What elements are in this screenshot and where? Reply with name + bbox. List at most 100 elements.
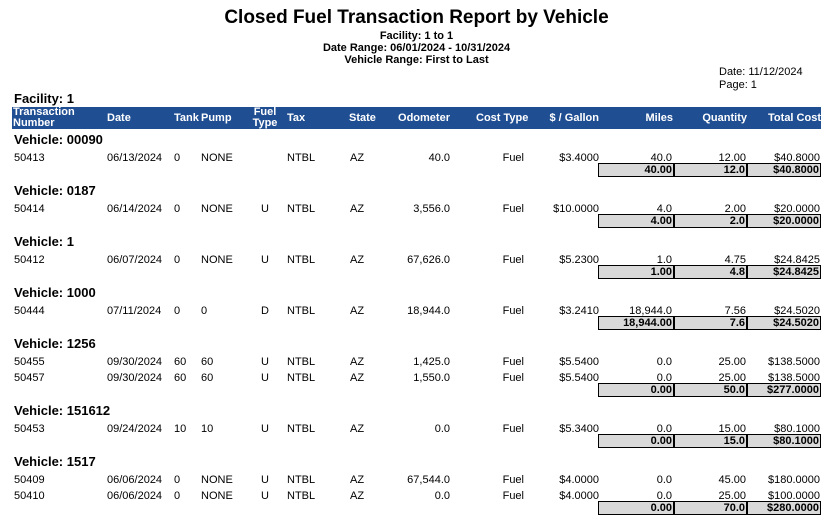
total-cost: $40.8000 (747, 163, 821, 177)
cell-pump: 60 (201, 356, 214, 368)
cell-transaction-number: 50455 (14, 356, 45, 368)
vehicle-heading: Vehicle: 1256 (14, 336, 96, 351)
cell-tank: 0 (174, 254, 181, 266)
cell-date: 07/11/2024 (107, 305, 162, 317)
cell-date: 06/07/2024 (107, 254, 163, 266)
cell-quantity: 2.00 (724, 203, 746, 215)
vehicle-heading: Vehicle: 151612 (14, 403, 111, 418)
vehicle-heading: Vehicle: 1000 (14, 285, 96, 300)
vehicle-heading: Vehicle: 1517 (14, 454, 96, 469)
cell-cost-type: Fuel (502, 305, 524, 317)
total-cost: $80.1000 (747, 434, 821, 448)
cell-transaction-number: 50457 (14, 372, 45, 384)
date-range: Date Range: 06/01/2024 - 10/31/2024 (322, 42, 511, 54)
cell-odometer: 3,556.0 (413, 203, 450, 215)
facility-range: Facility: 1 to 1 (379, 30, 454, 42)
transaction-row: 50412 06/07/2024 0 NONE U NTBL AZ 67,626… (0, 254, 829, 270)
cell-cost-type: Fuel (502, 152, 524, 164)
cell-total-cost: $80.1000 (774, 423, 820, 435)
col-odometer: Odometer (398, 112, 450, 124)
cell-miles: 0.0 (656, 372, 672, 384)
total-quantity: 15.0 (674, 434, 747, 448)
cell-fuel-type: U (261, 490, 269, 502)
vehicle-group: Vehicle: 1000 50444 07/11/2024 0 0 D NTB… (0, 285, 829, 332)
cell-transaction-number: 50414 (14, 203, 45, 215)
cell-quantity: 25.00 (718, 372, 746, 384)
report-date: Date: 11/12/2024 (719, 66, 803, 78)
cell-per-gallon: $3.4000 (559, 152, 599, 164)
report-title: Closed Fuel Transaction Report by Vehicl… (224, 7, 609, 28)
transaction-row: 50409 06/06/2024 0 NONE U NTBL AZ 67,544… (0, 474, 829, 490)
cell-quantity: 4.75 (724, 254, 746, 266)
cell-state: AZ (350, 203, 365, 215)
cell-cost-type: Fuel (502, 356, 524, 368)
cell-miles: 40.0 (650, 152, 672, 164)
cell-date: 09/30/2024 (107, 356, 163, 368)
vehicle-heading: Vehicle: 00090 (14, 132, 103, 147)
cell-tank: 0 (174, 474, 181, 486)
total-miles: 1.00 (598, 265, 674, 279)
cell-cost-type: Fuel (502, 254, 524, 266)
cell-odometer: 67,626.0 (407, 254, 450, 266)
cell-transaction-number: 50413 (14, 152, 45, 164)
cell-cost-type: Fuel (502, 372, 524, 384)
cell-transaction-number: 50410 (14, 490, 45, 502)
cell-cost-type: Fuel (502, 490, 524, 502)
transaction-row: 50444 07/11/2024 0 0 D NTBL AZ 18,944.0 … (0, 305, 829, 321)
cell-state: AZ (350, 152, 365, 164)
cell-date: 06/13/2024 (107, 152, 163, 164)
cell-state: AZ (350, 423, 365, 435)
cell-fuel-type: D (261, 305, 269, 317)
col-transaction-line2: Number (13, 117, 55, 129)
cell-state: AZ (350, 474, 365, 486)
cell-state: AZ (350, 356, 365, 368)
cell-transaction-number: 50444 (14, 305, 45, 317)
total-quantity: 12.0 (674, 163, 747, 177)
cell-pump: NONE (201, 203, 233, 215)
col-cost-type: Cost Type (476, 112, 529, 124)
cell-tank: 0 (174, 305, 181, 317)
cell-tank: 60 (174, 372, 187, 384)
vehicle-range: Vehicle Range: First to Last (344, 54, 489, 66)
cell-cost-type: Fuel (502, 423, 524, 435)
cell-per-gallon: $5.5400 (559, 372, 599, 384)
total-cost: $24.8425 (747, 265, 821, 279)
cell-total-cost: $24.8425 (774, 254, 820, 266)
cell-transaction-number: 50412 (14, 254, 45, 266)
cell-state: AZ (350, 254, 365, 266)
cell-pump: 60 (201, 372, 214, 384)
cell-total-cost: $100.0000 (768, 490, 820, 502)
col-total-cost: Total Cost (768, 112, 821, 124)
cell-fuel-type: U (261, 423, 269, 435)
cell-tax: NTBL (287, 203, 316, 215)
col-fuel-line2: Type (252, 117, 278, 129)
cell-miles: 0.0 (656, 490, 672, 502)
cell-fuel-type: U (261, 474, 269, 486)
total-cost: $20.0000 (747, 214, 821, 228)
total-quantity: 50.0 (674, 383, 747, 397)
cell-quantity: 25.00 (718, 490, 746, 502)
cell-odometer: 0.0 (434, 490, 450, 502)
cell-tax: NTBL (287, 254, 316, 266)
cell-pump: NONE (201, 474, 233, 486)
cell-cost-type: Fuel (502, 474, 524, 486)
cell-odometer: 1,425.0 (413, 356, 450, 368)
cell-miles: 1.0 (656, 254, 672, 266)
cell-quantity: 25.00 (718, 356, 746, 368)
cell-date: 09/30/2024 (107, 372, 163, 384)
total-miles: 0.00 (598, 434, 674, 448)
cell-miles: 0.0 (656, 423, 672, 435)
cell-fuel-type: U (261, 203, 269, 215)
cell-quantity: 45.00 (718, 474, 746, 486)
transaction-row: 50453 09/24/2024 10 10 U NTBL AZ 0.0 Fue… (0, 423, 829, 439)
cell-tax: NTBL (287, 372, 316, 384)
cell-total-cost: $138.5000 (768, 356, 820, 368)
transaction-row: 50414 06/14/2024 0 NONE U NTBL AZ 3,556.… (0, 203, 829, 219)
col-transaction-line1: Transaction (13, 106, 75, 118)
cell-per-gallon: $3.2410 (559, 305, 599, 317)
cell-total-cost: $20.0000 (774, 203, 820, 215)
cell-state: AZ (350, 490, 365, 502)
cell-tax: NTBL (287, 152, 316, 164)
col-pump: Pump (201, 112, 232, 124)
total-miles: 0.00 (598, 383, 674, 397)
